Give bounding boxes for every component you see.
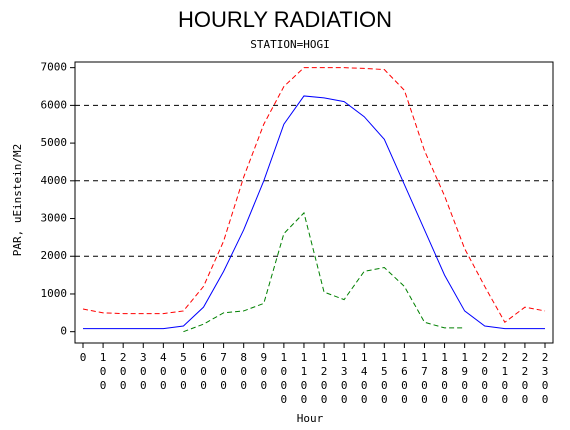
- plot-frame: [74, 61, 554, 344]
- x-tick-label: 600: [197, 351, 210, 393]
- series-line: [83, 95, 545, 330]
- y-axis-label: PAR, uEinstein/M2: [11, 144, 24, 257]
- y-tick-label: 0: [60, 325, 67, 338]
- y-tick-label: 1000: [41, 287, 68, 300]
- x-tick-label: 800: [237, 351, 250, 393]
- y-tick-label: 3000: [41, 212, 68, 225]
- x-tick-label: 100: [97, 351, 110, 393]
- series-line: [183, 211, 465, 333]
- x-tick-label: 1100: [297, 351, 310, 407]
- x-tick-label: 2200: [518, 351, 531, 407]
- x-tick-label: 300: [137, 351, 150, 393]
- x-tick-label: 400: [157, 351, 170, 393]
- x-tick-label: 1800: [438, 351, 451, 407]
- x-tick-label: 1900: [458, 351, 471, 407]
- x-tick-label: 900: [257, 351, 270, 393]
- y-tick-label: 7000: [41, 61, 68, 74]
- x-tick-label: 2000: [478, 351, 491, 407]
- chart-title: HOURLY RADIATION: [178, 7, 392, 32]
- y-tick-label: 6000: [41, 98, 68, 111]
- x-tick-label: 1400: [358, 351, 371, 407]
- x-tick-label: 1500: [378, 351, 391, 407]
- x-tick-label: 2100: [498, 351, 511, 407]
- y-tick-label: 5000: [41, 136, 68, 149]
- x-tick-label: 1300: [338, 351, 351, 407]
- x-tick-label: 1600: [398, 351, 411, 407]
- x-tick-label: 0: [77, 351, 90, 365]
- x-axis-label: Hour: [297, 412, 324, 425]
- y-tick-label: 4000: [41, 174, 68, 187]
- x-tick-label: 500: [177, 351, 190, 393]
- x-tick-label: 1000: [277, 351, 290, 407]
- series-line: [82, 67, 546, 323]
- chart-subtitle: STATION=HOGI: [250, 38, 329, 51]
- y-tick-label: 2000: [41, 249, 68, 262]
- x-tick-label: 200: [117, 351, 130, 393]
- x-tick-label: 1700: [418, 351, 431, 407]
- x-tick-label: 700: [217, 351, 230, 393]
- x-tick-label: 2300: [539, 351, 552, 407]
- x-tick-label: 1200: [318, 351, 331, 407]
